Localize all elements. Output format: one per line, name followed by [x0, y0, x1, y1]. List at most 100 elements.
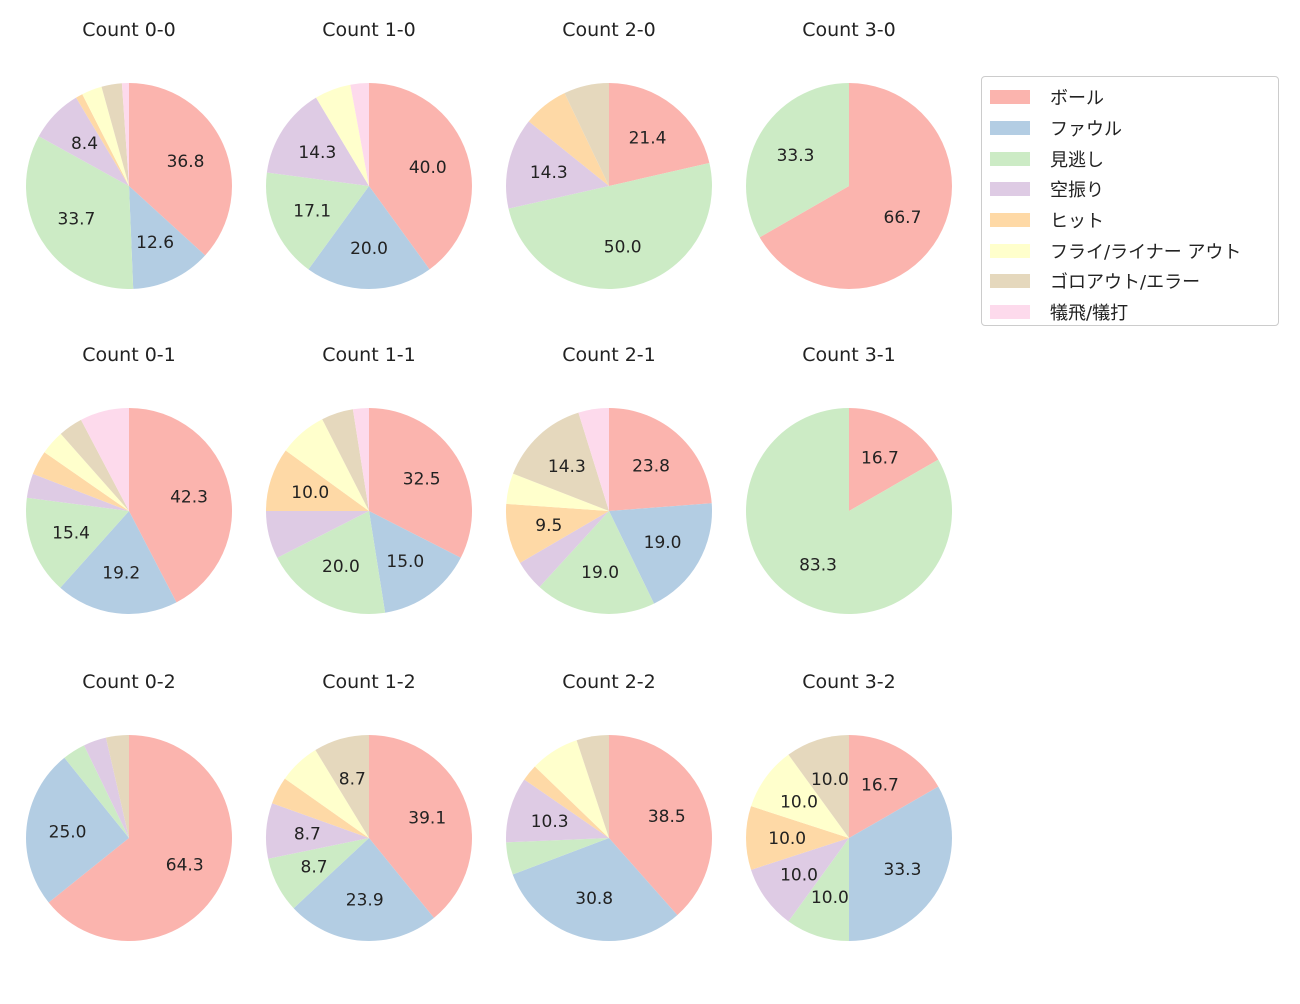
- slice-label: 10.0: [780, 865, 818, 885]
- slice-label: 17.1: [293, 201, 331, 221]
- pie-title: Count 2-1: [562, 344, 656, 366]
- pie-slice-ボール: [759, 83, 952, 289]
- slice-label: 64.3: [166, 856, 204, 876]
- slice-label: 15.4: [52, 524, 90, 544]
- pie-slice-フライ/ライナー アウト: [506, 473, 609, 511]
- pie-slice-空振り: [266, 511, 369, 558]
- pie-slice-ヒット: [266, 450, 369, 511]
- pie-title: Count 3-0: [802, 19, 896, 41]
- pie-title: Count 3-2: [802, 671, 896, 693]
- pie-slice-フライ/ライナー アウト: [534, 740, 609, 838]
- legend-label: ヒット: [1050, 211, 1104, 233]
- slice-label: 14.3: [548, 457, 586, 477]
- pie-slice-犠飛/犠打: [578, 408, 609, 511]
- slice-label: 9.5: [535, 516, 562, 536]
- legend: ボール ファウル 見逃し 空振り ヒット フライ/ライナー アウト ゴロアウト/エラー 犠飛/…: [981, 76, 1279, 326]
- slice-label: 39.1: [408, 808, 446, 828]
- legend-item: ボール: [982, 82, 1278, 113]
- pie-slice-ファウル: [308, 186, 430, 289]
- pie-title: Count 3-1: [802, 344, 896, 366]
- pie-slice-見逃し: [506, 838, 609, 875]
- slice-label: 19.0: [644, 533, 682, 553]
- slice-label: 19.0: [581, 563, 619, 583]
- legend-swatch: [990, 90, 1030, 105]
- pie-slice-ボール: [609, 408, 712, 511]
- pie-slice-見逃し: [746, 408, 952, 614]
- slice-label: 12.6: [136, 233, 174, 253]
- pie-slice-ゴロアウト/エラー: [576, 735, 609, 838]
- slice-label: 83.3: [799, 555, 837, 575]
- slice-label: 38.5: [648, 807, 686, 827]
- slice-label: 15.0: [386, 552, 424, 572]
- pie-slice-ファウル: [512, 838, 678, 941]
- pie-chart: Count 3-2 16.7 33.3 10.0 10.0 10.0 10.0 10.0: [746, 671, 953, 941]
- slice-label: 10.0: [780, 793, 818, 813]
- pie-slice-空振り: [505, 779, 609, 843]
- pie-slice-フライ/ライナー アウト: [82, 86, 129, 186]
- pie-chart: Count 1-0 40.0 20.0 17.1 14.3: [266, 19, 473, 289]
- pie-title: Count 2-2: [562, 671, 656, 693]
- pie-slice-空振り: [520, 511, 609, 587]
- slice-label: 19.2: [102, 563, 140, 583]
- legend-item: 見逃し: [982, 143, 1278, 174]
- legend-label: 見逃し: [1050, 149, 1104, 171]
- pie-slice-ゴロアウト/エラー: [512, 412, 609, 511]
- slice-label: 32.5: [403, 470, 441, 490]
- pie-chart: Count 0-0 36.8 12.6 33.7 8.4: [26, 19, 232, 289]
- slice-label: 42.3: [170, 487, 208, 507]
- pie-slice-ヒット: [272, 778, 369, 838]
- slice-label: 14.3: [530, 163, 568, 183]
- slice-label: 14.3: [298, 143, 336, 163]
- pie-slice-ヒット: [76, 94, 129, 186]
- pie-slice-ヒット: [506, 503, 609, 563]
- slice-label: 21.4: [629, 129, 667, 149]
- legend-swatch: [990, 182, 1030, 197]
- pie-slice-ゴロアウト/エラー: [788, 735, 849, 838]
- pie-slice-ファウル: [609, 503, 712, 604]
- pie-slice-ボール: [129, 408, 233, 603]
- slice-label: 33.3: [777, 146, 815, 166]
- slice-label: 30.8: [575, 889, 613, 909]
- pie-slice-ヒット: [524, 766, 609, 838]
- pie-slice-ゴロアウト/エラー: [564, 83, 609, 186]
- slice-label: 16.7: [861, 449, 899, 469]
- legend-item: ヒット: [982, 205, 1278, 236]
- pie-slice-見逃し: [266, 172, 369, 270]
- pie-slice-ヒット: [746, 806, 849, 870]
- slice-label: 23.9: [346, 891, 384, 911]
- pie-slice-ボール: [369, 83, 473, 270]
- legend-item: 犠飛/犠打: [982, 297, 1278, 328]
- slice-label: 33.3: [884, 860, 922, 880]
- pie-slice-犠飛/犠打: [121, 83, 129, 186]
- slice-label: 66.7: [884, 208, 922, 228]
- slice-label: 10.0: [291, 483, 329, 503]
- legend-swatch: [990, 305, 1030, 320]
- pie-title: Count 0-2: [82, 671, 176, 693]
- slice-label: 50.0: [604, 237, 642, 257]
- legend-label: フライ/ライナー アウト: [1050, 241, 1242, 263]
- slice-label: 8.7: [294, 825, 321, 845]
- pie-slice-空振り: [266, 97, 369, 186]
- pie-chart: Count 1-2 39.1 23.9 8.7 8.7 8.7: [266, 671, 472, 941]
- pie-slice-空振り: [84, 737, 129, 838]
- pie-chart: Count 0-2 64.3 25.0: [26, 671, 233, 942]
- legend-swatch: [990, 121, 1030, 136]
- pie-slice-見逃し: [268, 838, 369, 909]
- pie-chart: Count 2-2 38.5 30.8 10.3: [505, 671, 713, 941]
- pie-slice-ファウル: [26, 757, 129, 903]
- slice-label: 10.0: [811, 888, 849, 908]
- pie-slice-ボール: [609, 735, 713, 916]
- slice-label: 8.7: [301, 857, 328, 877]
- pie-slice-ゴロアウト/エラー: [105, 735, 129, 838]
- slice-label: 40.0: [409, 158, 447, 178]
- pie-chart: Count 1-1 32.5 15.0 20.0 10.0: [266, 344, 473, 614]
- pie-title: Count 1-0: [322, 19, 416, 41]
- slice-label: 16.7: [861, 776, 899, 796]
- pie-slice-ボール: [849, 408, 939, 511]
- pie-slice-犠飛/犠打: [350, 83, 369, 186]
- pie-slice-ヒット: [32, 452, 129, 511]
- legend-label: 空振り: [1050, 180, 1104, 202]
- slice-label: 10.0: [768, 829, 806, 849]
- pie-slice-フライ/ライナー アウト: [44, 433, 129, 511]
